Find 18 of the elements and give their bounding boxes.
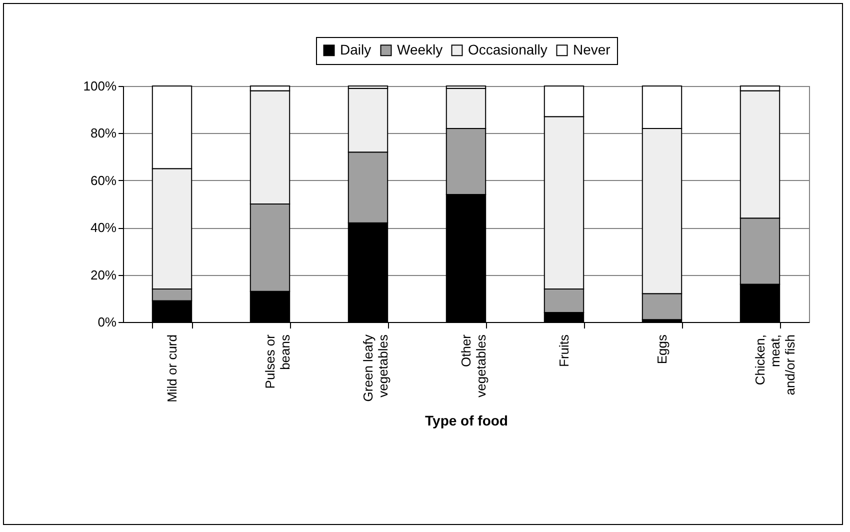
x-tick-label: Other vegetables	[458, 334, 488, 398]
y-tick-label: 20%	[90, 267, 117, 282]
x-tick-label: Chicken, meat, and/or fish	[752, 334, 798, 396]
x-axis-title: Type of food	[425, 412, 508, 428]
legend-label: Never	[573, 41, 611, 58]
y-tick-label: 60%	[90, 172, 117, 188]
x-tick-label: Fruits	[556, 334, 572, 367]
x-tick-label: Eggs	[654, 334, 670, 364]
legend-label: Daily	[340, 41, 372, 58]
x-tick-label: Green leafy vegetables	[360, 334, 390, 402]
x-tick-label: Mild or curd	[164, 334, 180, 402]
legend-label: Occasionally	[468, 41, 548, 58]
y-tick-label: 80%	[90, 126, 117, 141]
y-tick-label: 40%	[90, 220, 117, 236]
y-tick-label: 0%	[98, 314, 117, 330]
x-tick-label: Pulses or beans	[262, 334, 292, 389]
y-tick-label: 100%	[83, 78, 117, 94]
legend-label: Weekly	[397, 41, 443, 58]
